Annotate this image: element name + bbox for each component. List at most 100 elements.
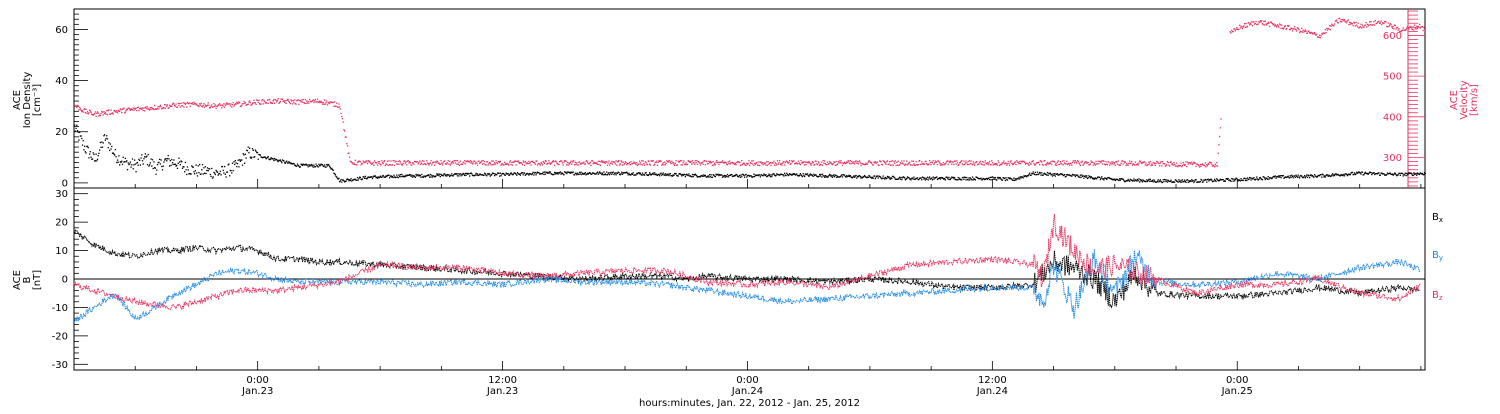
density-point xyxy=(1278,176,1281,178)
density-point xyxy=(279,159,282,161)
velocity-point xyxy=(977,163,979,165)
density-point xyxy=(1356,171,1358,173)
velocity-point xyxy=(239,105,242,107)
velocity-point xyxy=(836,164,838,166)
density-point xyxy=(717,173,719,176)
density-point xyxy=(100,146,102,149)
density-point xyxy=(797,174,799,177)
density-point xyxy=(410,175,412,178)
density-point xyxy=(801,175,803,177)
velocity-point xyxy=(1098,160,1101,162)
velocity-point xyxy=(761,162,763,165)
density-point xyxy=(767,174,769,177)
density-point xyxy=(1216,178,1218,180)
velocity-point xyxy=(944,163,947,165)
density-point xyxy=(796,174,799,177)
velocity-point xyxy=(1114,164,1116,166)
velocity-point xyxy=(524,160,527,163)
density-point xyxy=(1071,175,1073,177)
velocity-point xyxy=(1349,23,1351,25)
velocity-point xyxy=(286,98,289,100)
density-point xyxy=(1178,180,1181,183)
density-point xyxy=(706,176,708,178)
density-point xyxy=(490,174,492,176)
velocity-point xyxy=(187,102,189,105)
velocity-point xyxy=(961,163,964,165)
density-point xyxy=(429,173,432,176)
density-point xyxy=(83,145,86,147)
velocity-point xyxy=(881,164,884,166)
velocity-point xyxy=(1063,162,1066,164)
velocity-point xyxy=(489,162,492,164)
density-point xyxy=(1338,174,1340,176)
density-point xyxy=(1294,176,1296,178)
density-point xyxy=(843,174,846,176)
density-point xyxy=(803,174,805,177)
density-point xyxy=(1365,172,1367,174)
velocity-point xyxy=(101,110,103,113)
velocity-point xyxy=(772,162,774,164)
density-point xyxy=(1296,176,1299,178)
density-point xyxy=(1021,176,1023,178)
density-point xyxy=(1053,174,1055,177)
density-point xyxy=(319,164,322,166)
density-point xyxy=(166,158,169,160)
density-point xyxy=(1066,173,1069,176)
density-point xyxy=(103,134,106,136)
velocity-point xyxy=(245,104,247,106)
velocity-point xyxy=(613,161,616,163)
velocity-point xyxy=(971,164,974,166)
density-point xyxy=(775,174,777,177)
density-point xyxy=(1101,176,1103,178)
velocity-point xyxy=(745,164,747,167)
density-point xyxy=(910,179,912,181)
density-point xyxy=(1259,176,1261,179)
velocity-point xyxy=(720,161,722,163)
density-point xyxy=(961,177,964,179)
density-point xyxy=(1132,179,1134,182)
density-axis-label-line: ACE xyxy=(12,90,23,110)
density-point xyxy=(165,157,167,160)
velocity-point xyxy=(578,161,581,163)
velocity-point xyxy=(91,113,94,116)
density-point xyxy=(503,174,506,176)
velocity-point xyxy=(1191,163,1194,166)
velocity-point xyxy=(186,106,188,108)
velocity-point xyxy=(1081,161,1083,163)
velocity-point xyxy=(1049,162,1051,165)
velocity-point xyxy=(1041,161,1043,163)
density-point xyxy=(703,175,705,178)
density-point xyxy=(728,174,731,177)
density-point xyxy=(788,174,790,176)
density-point xyxy=(692,175,694,178)
velocity-point xyxy=(1330,25,1332,27)
velocity-point xyxy=(516,160,519,163)
velocity-point xyxy=(517,160,519,162)
velocity-point xyxy=(302,98,304,101)
velocity-point xyxy=(449,164,452,166)
density-point xyxy=(925,177,927,180)
density-point xyxy=(301,164,304,167)
density-point xyxy=(906,177,908,180)
velocity-point xyxy=(307,100,309,103)
density-point xyxy=(941,177,943,179)
density-point xyxy=(1165,180,1167,183)
density-point xyxy=(106,135,108,137)
density-point xyxy=(1303,174,1306,177)
density-point xyxy=(403,176,406,178)
velocity-point xyxy=(835,160,837,163)
density-point xyxy=(424,176,427,178)
velocity-point xyxy=(921,163,924,165)
velocity-point xyxy=(826,164,828,166)
velocity-point xyxy=(115,111,117,113)
density-point xyxy=(448,174,450,176)
velocity-point xyxy=(861,163,864,165)
velocity-point xyxy=(1343,20,1345,22)
velocity-point xyxy=(511,161,513,164)
density-point xyxy=(243,154,245,156)
density-point xyxy=(383,176,385,178)
density-point xyxy=(1391,173,1393,176)
velocity-point xyxy=(652,160,654,162)
velocity-tick-label: 500 xyxy=(1383,72,1402,83)
density-point xyxy=(770,174,772,176)
